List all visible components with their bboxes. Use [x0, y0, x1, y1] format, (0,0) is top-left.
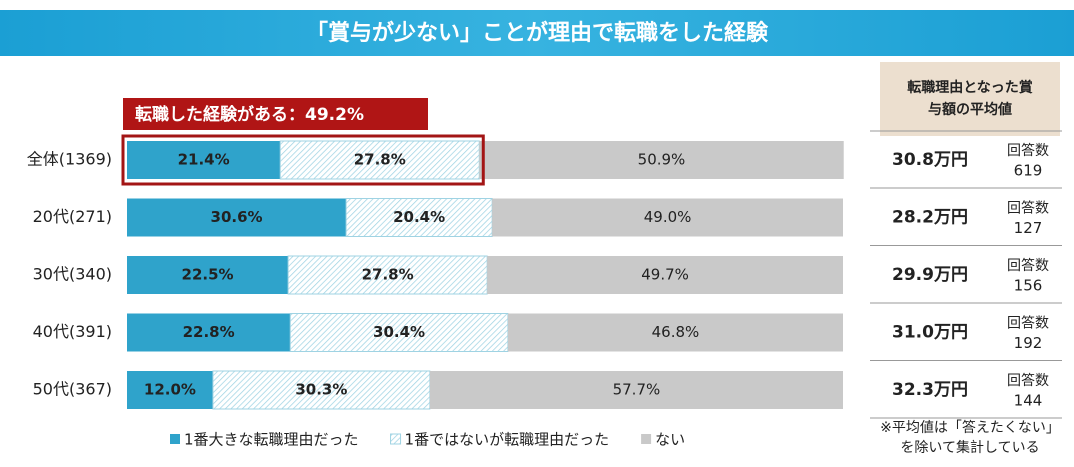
bar-segment — [127, 198, 347, 237]
bar-segment — [127, 313, 291, 352]
category-label: 40代(391) — [33, 322, 112, 341]
footnote: を除いて集計している — [900, 439, 1039, 456]
value-label: 30.3% — [295, 381, 347, 399]
value-label: 20.4% — [393, 208, 445, 226]
value-label: 30.4% — [373, 323, 425, 341]
amount: 31.0万円 — [892, 323, 968, 343]
bar-segment — [492, 198, 843, 237]
value-label: 50.9% — [638, 151, 686, 169]
bar-segment — [507, 313, 843, 352]
bar-segment — [212, 370, 431, 410]
legend-label: ない — [655, 431, 685, 449]
bar-segment — [479, 141, 844, 179]
value-label: 30.6% — [211, 208, 263, 226]
category-label: 20代(271) — [33, 207, 112, 226]
table-header: 与額の平均値 — [928, 101, 1012, 118]
category-label: 全体(1369) — [27, 150, 112, 169]
legend-label: 1番大きな転職理由だった — [184, 431, 359, 449]
legend-swatch — [170, 434, 180, 444]
count: 127 — [1014, 219, 1043, 237]
count-label: 回答数 — [1007, 315, 1049, 332]
bar-segment — [289, 313, 509, 352]
count: 156 — [1014, 277, 1043, 295]
amount: 28.2万円 — [892, 208, 968, 228]
value-label: 27.8% — [354, 151, 406, 169]
value-label: 27.8% — [362, 266, 414, 284]
bar-segment — [127, 141, 281, 179]
table-header: 転職理由となった賞 — [907, 79, 1033, 96]
title-banner — [0, 10, 1074, 56]
legend-swatch — [390, 433, 402, 445]
amount: 32.3万円 — [892, 380, 968, 400]
value-label: 46.8% — [652, 323, 700, 341]
amount: 29.9万円 — [892, 265, 968, 285]
amount: 30.8万円 — [892, 150, 968, 170]
bar-segment — [127, 256, 289, 294]
count-label: 回答数 — [1007, 200, 1049, 217]
bar-segment — [429, 371, 843, 409]
value-label: 22.8% — [183, 323, 235, 341]
bar-segment — [287, 255, 488, 295]
highlight-box — [121, 134, 485, 186]
footnote: ※平均値は「答えたくない」 — [880, 419, 1060, 436]
value-label: 21.4% — [178, 151, 230, 169]
value-label: 49.0% — [644, 208, 692, 226]
legend-label: 1番ではないが転職理由だった — [405, 431, 610, 449]
value-label: 49.7% — [641, 266, 689, 284]
bar-segment — [127, 371, 213, 409]
category-label: 50代(367) — [33, 380, 112, 399]
value-label: 57.7% — [613, 381, 661, 399]
bar-segment — [487, 256, 843, 294]
legend-swatch — [641, 434, 652, 444]
value-label: 12.0% — [144, 381, 196, 399]
annotation-bg — [123, 98, 428, 130]
count-label: 回答数 — [1007, 142, 1049, 159]
chart-title: 「賞与が少ない」ことが理由で転職をした経験 — [306, 20, 769, 46]
category-label: 30代(340) — [33, 265, 112, 284]
count-label: 回答数 — [1007, 257, 1049, 274]
count-label: 回答数 — [1007, 372, 1049, 389]
annotation: 転職した経験がある：49.2% — [135, 104, 364, 125]
bar-segment — [345, 198, 493, 237]
value-label: 22.5% — [182, 266, 234, 284]
bar-segment — [279, 140, 480, 180]
table-header-bg — [880, 62, 1060, 136]
count: 144 — [1014, 392, 1043, 410]
count: 619 — [1014, 162, 1043, 180]
count: 192 — [1014, 334, 1043, 352]
